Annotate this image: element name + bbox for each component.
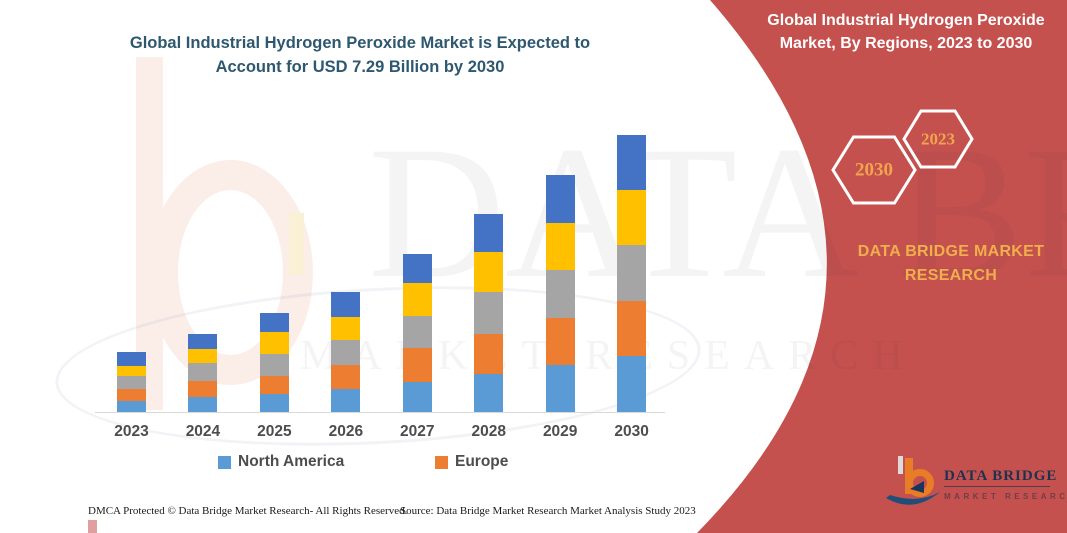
segment-europe [545, 318, 575, 365]
segment-unlabeled-dark-blue [474, 214, 504, 253]
hexagon-2030-label: 2030 [855, 160, 893, 181]
x-tick-2030: 2030 [614, 423, 649, 440]
segment-unlabeled-gray [402, 316, 432, 349]
segment-unlabeled-dark-blue [331, 292, 361, 318]
segment-unlabeled-gray [545, 269, 575, 319]
footer-dmca-text: DMCA Protected © Data Bridge Market Rese… [88, 505, 408, 517]
company-logo: DATA BRIDGE MARKET RESEARCH [880, 452, 1067, 524]
segment-unlabeled-dark-blue [259, 312, 289, 333]
watermark-yellow-sliver [289, 213, 304, 275]
segment-unlabeled-gray [617, 244, 647, 302]
hexagon-2030 [831, 135, 917, 205]
segment-unlabeled-yellow [331, 317, 361, 340]
segment-europe [117, 388, 146, 401]
segment-unlabeled-dark-blue [402, 254, 432, 283]
bar-2029 [545, 175, 575, 412]
legend-swatch-icon [435, 455, 448, 469]
segment-europe [617, 301, 647, 357]
watermark-text-market-research: MARKET RESEARCH [300, 333, 917, 379]
segment-unlabeled-yellow [545, 222, 575, 270]
legend-label: Europe [455, 453, 509, 470]
segment-unlabeled-dark-blue [188, 333, 218, 349]
segment-europe [331, 365, 361, 390]
segment-north-america [474, 373, 504, 412]
logo-sub-text: MARKET RESEARCH [944, 492, 1067, 501]
segment-north-america [331, 389, 361, 412]
segment-europe [188, 381, 218, 397]
hexagon-2023 [902, 109, 974, 169]
bar-2030 [617, 135, 647, 412]
segment-unlabeled-gray [188, 363, 218, 382]
segment-unlabeled-yellow [259, 332, 289, 354]
segment-north-america [259, 394, 289, 412]
side-panel-title: Global Industrial Hydrogen Peroxide Mark… [767, 12, 1045, 53]
bar-2024 [188, 333, 218, 412]
x-axis-labels: 2023 2024 2025 2026 2027 2028 2029 2030 [95, 423, 665, 445]
segment-unlabeled-yellow [617, 189, 647, 245]
legend-swatch-icon [218, 455, 231, 469]
bottom-left-red-mark [88, 520, 97, 533]
segment-unlabeled-dark-blue [117, 352, 146, 366]
x-tick-2029: 2029 [542, 423, 578, 440]
x-tick-2024: 2024 [185, 423, 221, 440]
segment-unlabeled-yellow [188, 348, 218, 364]
brand-caption: DATA BRIDGE MARKET RESEARCH [857, 243, 1045, 284]
segment-north-america [402, 382, 432, 412]
bar-2025 [259, 312, 289, 412]
bar-2026 [331, 292, 361, 412]
segment-north-america [545, 364, 575, 412]
segment-north-america [617, 356, 647, 412]
logo-name-text: DATA BRIDGE [944, 468, 1058, 484]
bar-plot [95, 120, 665, 413]
x-tick-2023: 2023 [114, 423, 149, 440]
segment-unlabeled-dark-blue [617, 135, 647, 190]
segment-north-america [117, 401, 146, 412]
segment-europe [402, 348, 432, 382]
bar-2027 [402, 254, 432, 412]
segment-europe [259, 376, 289, 395]
x-tick-2028: 2028 [471, 423, 506, 440]
logo-b-icon [886, 456, 940, 505]
segment-europe [474, 333, 504, 374]
segment-unlabeled-gray [117, 376, 146, 389]
segment-unlabeled-yellow [402, 282, 432, 317]
legend-label: North America [238, 453, 345, 470]
legend-item-europe: Europe [435, 453, 508, 471]
x-tick-2027: 2027 [400, 423, 435, 440]
segment-unlabeled-gray [474, 291, 504, 334]
x-tick-2025: 2025 [257, 423, 292, 440]
hexagon-2023-label: 2023 [921, 130, 955, 149]
bar-2028 [474, 214, 504, 412]
bar-2023 [117, 352, 146, 412]
hexagon-badges: 2030 2023 [831, 109, 974, 205]
segment-unlabeled-dark-blue [545, 175, 575, 223]
segment-unlabeled-gray [331, 339, 361, 366]
segment-unlabeled-gray [259, 353, 289, 377]
chart-legend: North America Europe [95, 453, 665, 477]
footer-source-text: Source: Data Bridge Market Research Mark… [400, 505, 696, 517]
x-tick-2026: 2026 [328, 423, 364, 440]
segment-north-america [188, 396, 218, 412]
segment-unlabeled-yellow [474, 252, 504, 292]
chart-title: Global Industrial Hydrogen Peroxide Mark… [129, 34, 591, 76]
legend-item-north-america: North America [218, 453, 344, 471]
x-axis-line [95, 412, 665, 413]
logo-rule [944, 486, 1050, 487]
segment-unlabeled-yellow [117, 365, 146, 377]
